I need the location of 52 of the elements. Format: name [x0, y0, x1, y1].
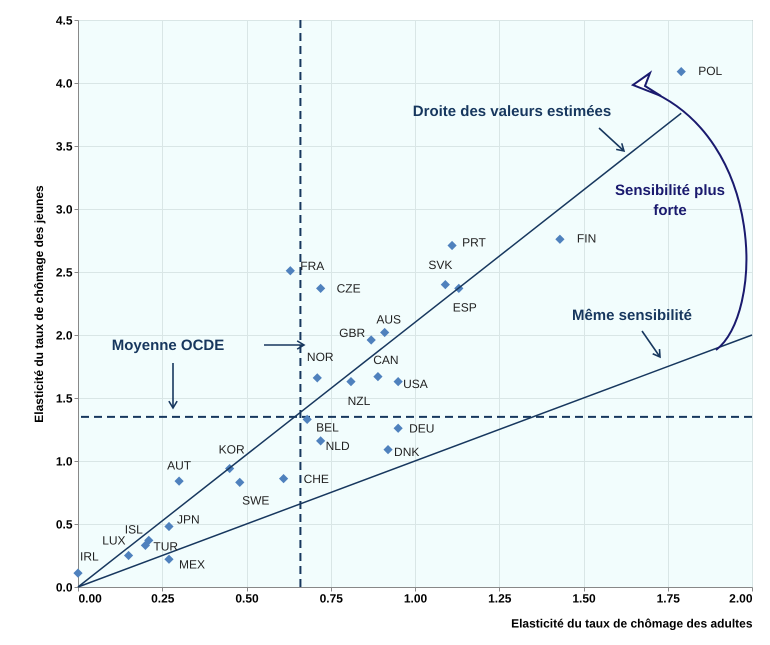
annotation: FRA — [300, 258, 324, 273]
annotation: PRT — [462, 236, 487, 250]
y-tick-label: 1.0 — [56, 454, 73, 468]
y-tick-label: 3.5 — [56, 140, 73, 154]
y-tick-label: 4.0 — [56, 76, 73, 90]
x-tick-label: 1.50 — [572, 592, 596, 606]
annotation: TUR — [153, 540, 178, 554]
annotation: LUX — [102, 534, 126, 548]
annotation: SVK — [428, 258, 452, 272]
x-tick-label: 0.75 — [320, 592, 344, 606]
y-tick-label: 0.5 — [56, 518, 73, 532]
y-axis-title: Elasticité du taux de chômage des jeunes — [32, 184, 46, 423]
annotation: IRL — [80, 549, 99, 564]
y-tick-label: 1.5 — [56, 392, 73, 406]
text: Même sensibilité — [572, 306, 692, 324]
annotation: FIN — [576, 231, 596, 246]
annotation: ISL — [124, 522, 144, 537]
text: Droite des valeurs estimées — [412, 102, 612, 120]
y-tick-label: 2.0 — [56, 328, 73, 342]
annotation: ESP — [452, 300, 477, 315]
annotation: CAN — [373, 352, 399, 367]
x-tick-label: 0.00 — [78, 592, 102, 606]
annotation: MEX — [178, 557, 206, 572]
x-axis-title: Elasticité du taux de chômage des adultes — [511, 616, 753, 630]
annotation: CHE — [304, 472, 329, 486]
x-tick-label: 2.00 — [729, 592, 753, 606]
annotation: USA — [403, 376, 428, 391]
annotation: Moyenne OCDE — [112, 336, 224, 354]
annotation: NZL — [348, 394, 371, 408]
y-tick-label: 0.0 — [56, 580, 73, 594]
y-tick-label: 2.5 — [56, 266, 73, 280]
annotation: NLD — [326, 439, 350, 454]
annotation: DNK — [394, 444, 420, 459]
annotation: Sensibilité plus forte — [614, 182, 726, 219]
annotation: AUT — [167, 458, 192, 472]
x-tick-label: 1.75 — [656, 592, 680, 606]
annotation: NOR — [306, 350, 334, 364]
annotation: GBR — [339, 326, 366, 340]
annotation: KOR — [218, 442, 245, 457]
annotation: JPN — [176, 512, 200, 527]
annotation: CZE — [336, 282, 361, 296]
annotation: AUS — [376, 312, 402, 327]
y-tick-label: 3.0 — [56, 202, 73, 216]
annotation: SWE — [242, 494, 270, 508]
y-tick-label: 4.5 — [56, 14, 73, 28]
annotation: POL — [698, 64, 723, 78]
x-tick-label: 0.50 — [235, 592, 259, 606]
x-tick-label: 0.25 — [151, 592, 175, 606]
x-tick-label: 1.25 — [488, 592, 512, 606]
x-tick-label: 1.00 — [404, 592, 428, 606]
annotation: BEL — [316, 420, 340, 435]
annotation: DEU — [409, 421, 434, 436]
